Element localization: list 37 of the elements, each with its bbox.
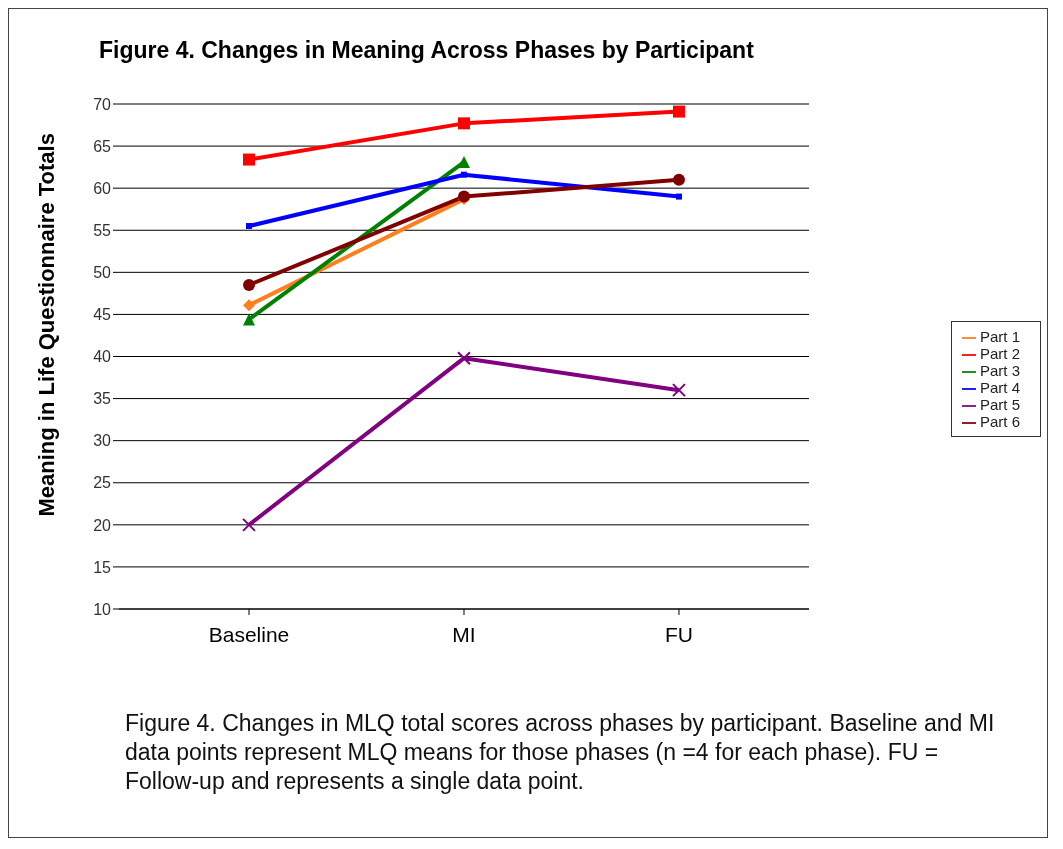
point: [457, 117, 470, 130]
legend-label: Part 4: [979, 379, 1020, 396]
point: [675, 193, 682, 200]
point: [671, 383, 686, 398]
y-axis-title: Meaning in Life Questionnaire Totals: [33, 133, 59, 517]
y-tick-label: 15: [93, 558, 112, 576]
x-tick-label: MI: [452, 622, 476, 646]
y-tick-label: 70: [93, 95, 112, 113]
chart-title: Figure 4. Changes in Meaning Across Phases by Participant: [99, 37, 754, 64]
legend-label: Part 3: [979, 361, 1020, 379]
y-tick-label: 30: [93, 432, 112, 450]
y-tick-label: 20: [93, 516, 112, 534]
x-tick-label: Baseline: [208, 622, 290, 646]
point: [243, 299, 255, 312]
point: [243, 153, 255, 166]
y-tick-label: 60: [93, 179, 112, 197]
y-tick-label: 10: [93, 600, 112, 618]
point: [672, 173, 685, 186]
point: [456, 351, 471, 366]
y-tick-label: 25: [93, 474, 112, 492]
y-tick-label: 35: [93, 390, 112, 408]
y-tick-label: 50: [93, 264, 112, 282]
legend-label: Part 1: [979, 327, 1020, 345]
point: [672, 105, 685, 118]
point: [246, 223, 252, 230]
caption: Figure 4. Changes in MLQ total scores across phases by participant. Baseline and MI data points represent MLQ means for those phases (n =4 for each phase). FU = Follow-up and represents a single data point.: [125, 709, 996, 796]
legend-label: Part 5: [979, 396, 1020, 414]
point: [460, 171, 467, 178]
y-tick-label: 40: [93, 348, 112, 366]
x-tick-label: FU: [664, 622, 693, 646]
y-tick-label: 65: [93, 137, 112, 155]
legend-label: Part 2: [979, 344, 1020, 362]
point: [242, 517, 256, 532]
point: [243, 278, 255, 291]
y-tick-label: 45: [93, 306, 112, 324]
y-tick-label: 55: [93, 221, 112, 239]
legend-label: Part 6: [979, 413, 1020, 431]
